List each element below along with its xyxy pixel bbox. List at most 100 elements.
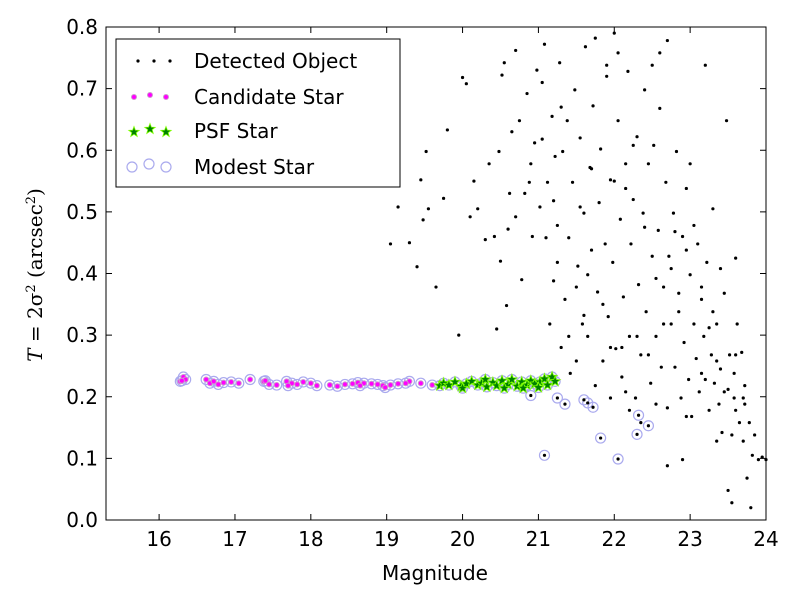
- modest-star-center: [636, 413, 641, 417]
- detected-object-point: [669, 322, 673, 326]
- detected-object-point: [576, 264, 580, 268]
- y-axis-label-close: ): [23, 188, 47, 196]
- detected-object-point: [727, 353, 732, 357]
- detected-object-point: [492, 234, 497, 239]
- candidate-star-point: [178, 377, 185, 384]
- detected-object-point: [699, 371, 704, 375]
- legend-marker-detected: [136, 59, 172, 63]
- detected-object-point: [601, 359, 605, 363]
- y-tick-label: 0.6: [66, 138, 98, 162]
- x-tick-label: 16: [146, 527, 171, 551]
- detected-object-point: [711, 207, 715, 211]
- candidate-star-point: [220, 379, 227, 386]
- detected-object-point: [659, 365, 663, 369]
- detected-object-point: [506, 227, 510, 231]
- detected-object-point: [707, 408, 711, 412]
- detected-object-point: [699, 297, 704, 301]
- candidate-star-series: [177, 374, 436, 391]
- detected-object-point: [495, 327, 499, 331]
- detected-object-point: [626, 69, 630, 73]
- detected-object-point: [568, 371, 572, 375]
- detected-object-point: [665, 406, 669, 410]
- modest-star-center: [555, 396, 559, 400]
- y-tick-label: 0.2: [66, 385, 98, 409]
- y-axis-label-T: T: [23, 347, 47, 362]
- detected-object-point: [730, 501, 734, 505]
- candidate-star-point: [374, 381, 381, 388]
- detected-object-point: [574, 285, 578, 289]
- detected-object-point: [476, 207, 480, 211]
- candidate-star-point: [334, 383, 341, 390]
- detected-object-point: [605, 74, 609, 78]
- detected-object-point: [529, 162, 533, 166]
- detected-object-point: [542, 42, 547, 46]
- modest-star-point: [538, 449, 551, 461]
- y-tick-label: 0.4: [66, 262, 98, 286]
- detected-object-point: [593, 384, 597, 388]
- modest-star-point: [632, 409, 645, 421]
- detected-object-point: [620, 375, 624, 379]
- legend: Detected Object Candidate Star PSF Star …: [115, 38, 401, 188]
- detected-object-point: [616, 119, 620, 123]
- detected-object-point: [718, 367, 723, 371]
- detected-object-point: [620, 345, 624, 350]
- detected-object-point: [570, 180, 575, 184]
- detected-object-point: [631, 143, 635, 147]
- psf-star-point: [478, 372, 492, 385]
- detected-object-point: [603, 242, 607, 246]
- modest-star-center: [563, 402, 567, 406]
- detected-object-point: [753, 433, 757, 437]
- detected-object-point: [540, 80, 544, 85]
- modest-star-point: [200, 373, 212, 386]
- detected-object-point: [487, 162, 491, 166]
- psf-star-point: [465, 374, 478, 387]
- detected-object-point: [578, 205, 582, 209]
- detected-object-point: [639, 421, 643, 425]
- legend-marker-candidate: [131, 92, 169, 100]
- detected-object-point: [643, 88, 647, 92]
- detected-object-point: [734, 408, 738, 412]
- candidate-star-point: [228, 378, 235, 385]
- detected-object-point: [550, 114, 554, 118]
- modest-star-center: [542, 453, 547, 457]
- detected-object-point: [415, 265, 419, 269]
- psf-star-point: [532, 380, 545, 393]
- detected-object-point: [606, 315, 610, 319]
- detected-object-point: [644, 310, 648, 314]
- x-tick-label: 24: [753, 527, 778, 551]
- detected-object-point: [574, 359, 578, 363]
- detected-object-point: [694, 356, 698, 361]
- detected-object-point: [627, 334, 632, 338]
- legend-label-psf: PSF Star: [194, 119, 278, 143]
- detected-object-point: [643, 225, 647, 229]
- detected-object-point: [621, 295, 625, 299]
- detected-object-point: [661, 322, 666, 326]
- detected-object-point: [605, 63, 609, 67]
- detected-object-point: [614, 347, 618, 351]
- candidate-star-point: [326, 382, 333, 389]
- detected-object-point: [434, 285, 438, 289]
- detected-object-point: [646, 162, 651, 166]
- detected-object-point: [544, 236, 548, 240]
- detected-object-point: [656, 228, 660, 232]
- psf-star-point: [495, 374, 509, 387]
- detected-object-point: [661, 285, 666, 289]
- detected-object-point: [611, 260, 615, 265]
- y-tick-label: 0.3: [66, 323, 98, 347]
- detected-object-point: [597, 201, 601, 205]
- modest-star-center: [599, 436, 603, 440]
- modest-star-point: [259, 375, 271, 387]
- detected-object-point: [665, 464, 669, 468]
- modest-star-center: [616, 457, 620, 461]
- modest-star-point: [244, 373, 256, 386]
- detected-object-point: [535, 68, 539, 72]
- modest-star-center: [646, 424, 651, 428]
- detected-object-point: [734, 256, 738, 260]
- detected-object-point: [631, 197, 635, 202]
- detected-object-point: [639, 353, 643, 357]
- detected-object-point: [732, 396, 736, 400]
- candidate-star-point: [210, 378, 217, 385]
- detected-object-point: [673, 365, 677, 369]
- detected-object-point: [741, 396, 745, 400]
- detected-object-point: [580, 322, 585, 326]
